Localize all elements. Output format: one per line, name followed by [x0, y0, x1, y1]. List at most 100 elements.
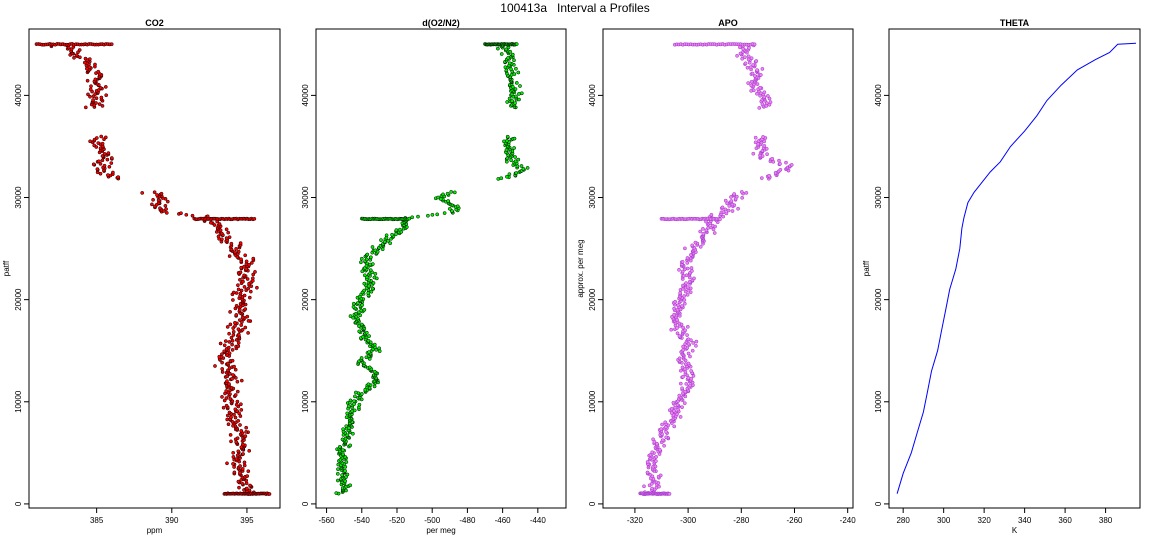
data-point [683, 389, 688, 394]
data-point [237, 485, 241, 490]
x-tick-label: -440 [530, 516, 547, 525]
data-point [88, 139, 92, 144]
data-point [371, 281, 376, 285]
data-point [653, 464, 658, 469]
data-point [496, 46, 500, 51]
data-point [243, 307, 248, 311]
data-point [743, 55, 747, 60]
data-point [681, 374, 685, 379]
panel-title: d(O2/N2) [422, 18, 460, 28]
data-point [242, 463, 247, 468]
plot-frame [315, 28, 567, 509]
data-point [336, 467, 340, 472]
data-point [677, 267, 681, 272]
data-point [222, 343, 227, 348]
data-point [690, 269, 694, 273]
data-point [514, 42, 519, 46]
data-point [236, 332, 241, 337]
data-point [683, 246, 687, 251]
data-point [236, 418, 241, 423]
data-point [682, 401, 687, 406]
data-point [228, 433, 233, 437]
data-point [229, 335, 234, 340]
data-point [239, 402, 243, 407]
data-point [91, 98, 95, 102]
data-point [755, 68, 759, 72]
data-point [244, 430, 248, 434]
data-point [95, 167, 100, 171]
data-point [711, 227, 716, 232]
data-point [512, 72, 517, 76]
plot-frame [28, 28, 281, 509]
data-point [659, 427, 664, 431]
data-point [94, 101, 98, 105]
data-point [512, 146, 516, 150]
y-tick-label: 0 [874, 501, 883, 506]
data-point [100, 104, 105, 108]
data-point [723, 198, 728, 203]
data-point [87, 65, 92, 70]
data-point [759, 176, 764, 180]
data-point [233, 393, 238, 397]
data-point [92, 143, 97, 148]
data-point [445, 191, 450, 196]
data-point [744, 191, 749, 195]
data-point [689, 266, 694, 270]
data-point [452, 190, 457, 195]
x-tick-label: 390 [165, 516, 179, 525]
data-point [238, 464, 242, 468]
data-point [94, 136, 99, 140]
data-point [220, 370, 225, 374]
data-point [753, 135, 758, 140]
data-point [224, 227, 229, 232]
data-point [370, 286, 375, 291]
y-tick-label: 10000 [301, 390, 310, 413]
data-point [380, 247, 385, 252]
data-point [87, 57, 92, 61]
data-point [362, 288, 367, 293]
data-point [233, 367, 238, 372]
data-point [505, 100, 510, 104]
data-point [669, 327, 674, 332]
data-point [334, 491, 339, 495]
data-point [224, 236, 229, 240]
data-point [751, 151, 756, 156]
data-point [244, 267, 249, 271]
data-point [227, 340, 232, 344]
data-point [677, 393, 682, 398]
data-point [165, 199, 170, 204]
data-point [507, 172, 512, 177]
data-point [236, 249, 241, 254]
data-point [98, 171, 103, 176]
data-point [513, 101, 517, 106]
data-point [219, 231, 224, 236]
data-point [516, 157, 521, 162]
data-point [512, 58, 516, 63]
x-tick-label: -560 [319, 516, 336, 525]
data-point [242, 460, 247, 465]
data-point [217, 222, 222, 226]
data-point [233, 407, 238, 412]
data-point [224, 403, 229, 408]
data-point [91, 162, 96, 167]
data-point [650, 486, 654, 491]
data-point [672, 306, 676, 311]
y-tick-label: 0 [14, 501, 23, 506]
data-point [689, 369, 694, 373]
data-point [770, 156, 775, 161]
x-tick-label: -480 [459, 516, 476, 525]
x-tick-label: -460 [495, 516, 512, 525]
data-point [236, 479, 241, 484]
data-point [251, 256, 256, 261]
data-point [701, 226, 705, 231]
data-point [442, 211, 447, 215]
data-point [217, 354, 222, 359]
data-point [236, 327, 241, 332]
data-point [100, 141, 105, 146]
data-point [85, 78, 90, 83]
data-point [519, 164, 524, 168]
data-point [227, 410, 232, 415]
data-point [517, 97, 521, 102]
data-point [179, 211, 183, 216]
data-point [231, 333, 236, 337]
